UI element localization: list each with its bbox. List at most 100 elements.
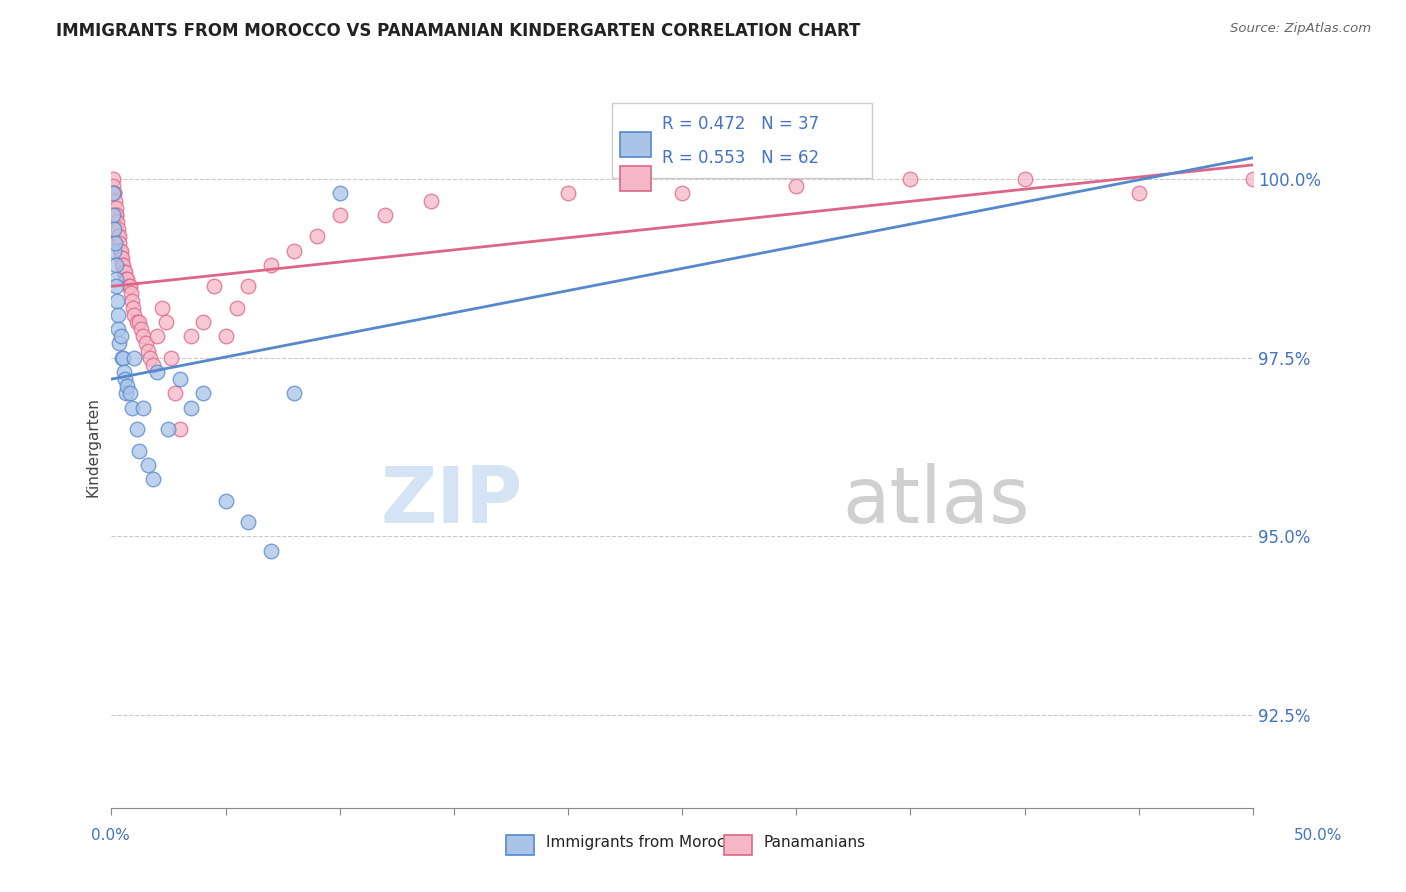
- Point: [115, 386, 138, 401]
- Point: [115, 272, 138, 286]
- Point: [117, 279, 139, 293]
- Point: [169, 372, 191, 386]
- Point: [1128, 186, 1150, 201]
- Point: [122, 301, 145, 315]
- Point: [105, 208, 128, 222]
- Point: [129, 322, 152, 336]
- Point: [1014, 172, 1036, 186]
- Point: [110, 251, 132, 265]
- Point: [260, 543, 283, 558]
- Point: [146, 365, 169, 379]
- Text: Immigrants from Morocco: Immigrants from Morocco: [546, 836, 742, 850]
- Point: [180, 401, 202, 415]
- Y-axis label: Kindergarten: Kindergarten: [86, 397, 100, 497]
- Point: [117, 379, 139, 393]
- Point: [260, 258, 283, 272]
- Point: [107, 308, 129, 322]
- Point: [157, 422, 180, 436]
- Point: [105, 279, 128, 293]
- Point: [671, 186, 693, 201]
- Text: R = 0.553   N = 62: R = 0.553 N = 62: [662, 149, 820, 167]
- Point: [191, 315, 214, 329]
- Point: [104, 272, 127, 286]
- Point: [150, 301, 173, 315]
- Point: [283, 244, 305, 258]
- Point: [104, 194, 127, 208]
- Point: [125, 422, 148, 436]
- Point: [112, 365, 135, 379]
- Point: [121, 401, 143, 415]
- Point: [238, 515, 260, 529]
- Point: [117, 272, 139, 286]
- Point: [107, 222, 129, 236]
- Point: [103, 222, 125, 236]
- Point: [132, 329, 155, 343]
- Point: [329, 208, 352, 222]
- Point: [103, 186, 125, 201]
- Text: 50.0%: 50.0%: [1295, 828, 1343, 843]
- Point: [103, 244, 125, 258]
- Point: [136, 458, 159, 472]
- Point: [132, 401, 155, 415]
- Point: [305, 229, 328, 244]
- Point: [118, 279, 141, 293]
- Point: [165, 386, 187, 401]
- Text: ZIP: ZIP: [380, 463, 522, 539]
- Point: [118, 386, 141, 401]
- Point: [107, 322, 129, 336]
- Point: [101, 172, 124, 186]
- Point: [1241, 172, 1264, 186]
- Point: [202, 279, 225, 293]
- Point: [135, 336, 157, 351]
- Point: [122, 351, 145, 365]
- Point: [107, 229, 129, 244]
- Point: [105, 293, 128, 308]
- Point: [114, 372, 136, 386]
- Text: Source: ZipAtlas.com: Source: ZipAtlas.com: [1230, 22, 1371, 36]
- Point: [283, 386, 305, 401]
- Point: [104, 236, 127, 251]
- Point: [104, 258, 127, 272]
- Point: [104, 208, 127, 222]
- Point: [122, 308, 145, 322]
- Point: [128, 315, 150, 329]
- Point: [111, 258, 134, 272]
- Point: [214, 493, 236, 508]
- Point: [111, 351, 134, 365]
- Point: [139, 351, 162, 365]
- Point: [557, 186, 579, 201]
- Point: [103, 208, 125, 222]
- Point: [900, 172, 922, 186]
- Point: [121, 293, 143, 308]
- Point: [111, 251, 134, 265]
- Point: [214, 329, 236, 343]
- Text: atlas: atlas: [842, 463, 1029, 539]
- Point: [169, 422, 191, 436]
- Point: [108, 244, 131, 258]
- Point: [136, 343, 159, 358]
- Point: [110, 244, 132, 258]
- Point: [141, 472, 163, 486]
- Point: [104, 201, 127, 215]
- Point: [111, 258, 134, 272]
- Text: IMMIGRANTS FROM MOROCCO VS PANAMANIAN KINDERGARTEN CORRELATION CHART: IMMIGRANTS FROM MOROCCO VS PANAMANIAN KI…: [56, 22, 860, 40]
- Point: [103, 186, 125, 201]
- Point: [125, 315, 148, 329]
- Point: [110, 329, 132, 343]
- Point: [128, 443, 150, 458]
- Point: [103, 179, 125, 194]
- Point: [238, 279, 260, 293]
- Point: [114, 265, 136, 279]
- Point: [374, 208, 396, 222]
- Point: [112, 265, 135, 279]
- Point: [111, 351, 134, 365]
- Point: [155, 315, 177, 329]
- Point: [785, 179, 807, 194]
- Point: [141, 358, 163, 372]
- Point: [191, 386, 214, 401]
- Point: [146, 329, 169, 343]
- Text: Panamanians: Panamanians: [763, 836, 866, 850]
- Point: [108, 236, 131, 251]
- Point: [101, 186, 124, 201]
- Point: [120, 286, 142, 301]
